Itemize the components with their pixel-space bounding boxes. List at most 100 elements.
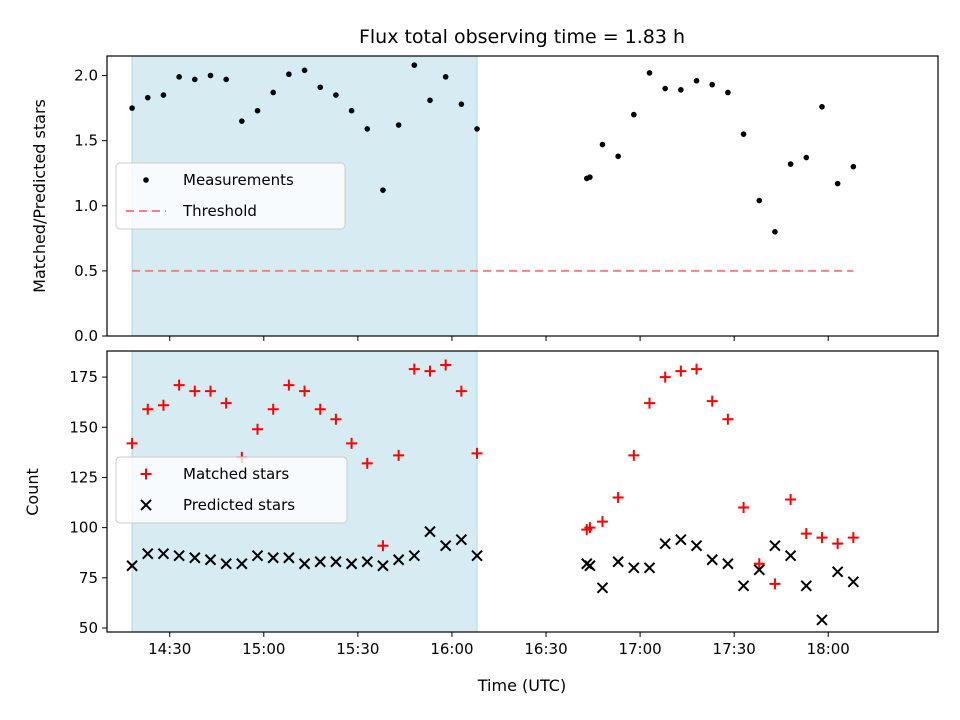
matched-star-point [424,365,436,377]
measurement-point [348,107,355,114]
measurement-point [442,74,449,80]
bottom-y-axis-label: Count [23,468,42,516]
x-tick-label: 18:00 [807,640,850,658]
predicted-star-point [800,580,813,592]
matched-star-point [738,502,750,514]
matched-star-point [847,532,859,544]
matched-star-point [299,385,311,397]
measurement-point [787,161,794,167]
measurement-point [678,87,684,93]
matched-star-point [675,365,687,377]
measurement-point [160,92,167,98]
series-measurements [129,62,857,235]
measurement-point [662,85,668,92]
matched-star-point [142,403,154,415]
matched-star-point [612,492,624,504]
predicted-star-point [769,539,781,552]
measurement-point [254,107,261,114]
y-tick-label: 1.5 [74,132,98,150]
measurement-point [395,122,402,128]
predicted-star-point [659,537,671,550]
measurement-point [740,131,747,137]
y-tick-label: 0.0 [74,327,98,345]
matched-star-point [471,447,483,459]
measurement-point [129,105,135,111]
predicted-star-point [643,562,656,574]
predicted-star-point [126,560,138,572]
predicted-star-point [439,539,452,552]
matched-star-point [346,437,358,449]
matched-star-point [753,558,765,570]
x-tick-label: 17:00 [618,640,661,658]
measurement-point [458,101,465,107]
predicted-star-point [584,560,596,572]
predicted-star-point [330,556,342,568]
measurement-point [286,71,292,78]
matched-star-point [330,413,342,425]
matched-star-point [204,385,216,397]
legend-box [115,162,346,230]
x-axis-label: Time (UTC) [477,676,566,695]
predicted-star-point [675,533,687,546]
matched-star-point [157,399,169,411]
matched-star-point [832,538,844,550]
chart-title: Flux total observing time = 1.83 h [359,26,685,48]
series-predicted-stars [126,525,860,626]
matched-star-point [584,522,596,534]
measurement-point [587,174,593,180]
matched-star-point [644,397,656,409]
predicted-star-point [283,552,295,564]
legend-marker-measurement [143,177,149,183]
matched-star-point [393,449,405,461]
predicted-star-point [314,556,326,568]
measurement-point [850,163,857,170]
measurement-point [317,84,324,91]
predicted-star-point [722,558,734,570]
axes-frame [106,55,939,337]
measurement-point [192,76,198,83]
legend-marker-matched [140,468,152,480]
predicted-star-point [392,554,405,566]
measurement-point [772,229,778,235]
matched-star-point [361,457,373,469]
x-tick-label: 16:30 [524,640,567,658]
matched-star-point [596,516,608,528]
measurement-point [646,70,653,76]
x-tick-label: 14:30 [148,640,191,658]
matched-star-point [314,403,326,415]
legend-label: Threshold [182,202,257,220]
matched-star-point [252,423,264,435]
y-tick-label: 2.0 [74,67,98,85]
legend-label: Predicted stars [183,496,295,514]
measurement-point [615,153,621,160]
predicted-star-point [267,552,279,564]
predicted-star-point [455,533,468,546]
matched-star-point [785,494,797,506]
legend: Measurements Threshold [115,162,346,230]
predicted-star-point [706,554,718,566]
legend: Matched stars Predicted stars [115,456,348,524]
measurement-point [693,77,700,84]
predicted-star-point [471,550,483,562]
legend-label: Measurements [183,171,294,189]
matched-star-point [659,371,671,383]
legend-marker-predicted [140,499,152,511]
predicted-star-point [596,582,609,594]
matched-star-point [377,540,389,552]
y-tick-label: 100 [69,519,98,537]
measurement-point [725,89,731,96]
x-tick-label: 17:30 [713,640,756,658]
matched-star-point [126,437,138,449]
measurement-point [223,76,229,83]
predicted-star-point [831,566,844,578]
y-tick-label: 125 [69,468,98,486]
matched-star-point [220,397,232,409]
measurement-point [380,187,386,193]
predicted-star-point [690,539,703,552]
matched-star-point [455,385,467,397]
y-tick-label: 50 [79,619,98,637]
measurement-point [803,154,810,161]
y-tick-label: 0.5 [74,262,98,280]
predicted-star-point [628,562,640,574]
